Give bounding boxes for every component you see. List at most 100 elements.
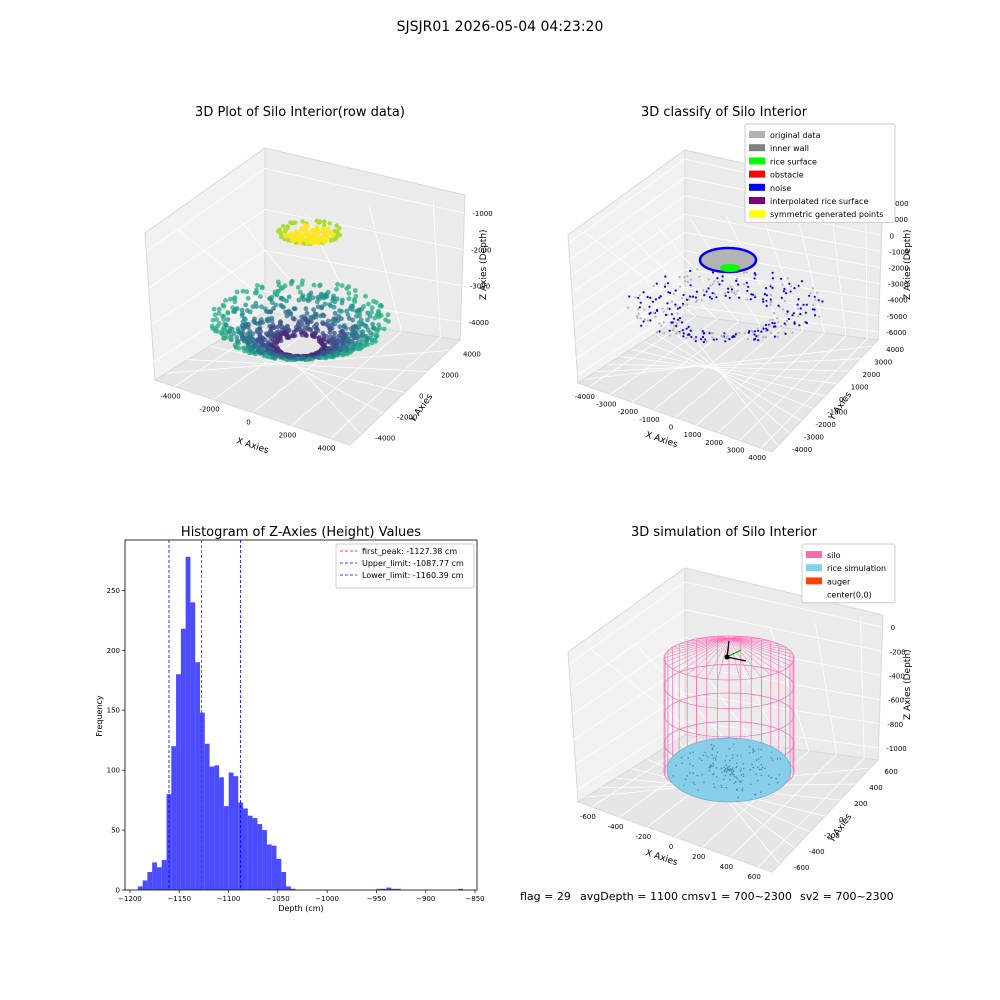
y-tick-label: 0 [839,816,843,824]
data-point [334,286,339,292]
grid-line-z-left [568,158,686,244]
data-point [330,352,336,358]
data-point [302,325,308,331]
rice-mesh-point [722,778,725,781]
data-point [675,322,679,325]
data-point [267,323,273,329]
grid-line-y [595,358,861,373]
data-point [362,323,368,328]
data-point [216,320,222,326]
data-point [337,324,343,330]
data-point [738,296,741,299]
data-point [752,331,755,334]
data-point [672,328,675,331]
legend-frame [335,543,475,589]
data-point [289,279,295,285]
data-point [685,303,689,306]
data-point [243,302,249,308]
data-point [639,317,642,320]
data-point [225,317,231,322]
rice-mesh-point [715,767,718,769]
scatter-points [209,218,391,363]
data-point [658,322,661,325]
data-point [652,284,655,287]
data-point [782,290,786,293]
x-axis-label: Depth (cm) [278,904,323,913]
data-point [680,321,684,324]
data-point [783,287,786,291]
data-point [649,311,652,314]
data-point [661,307,664,310]
data-point [786,310,789,313]
data-point [285,333,290,338]
data-point [747,331,750,334]
cap-point [327,221,333,226]
rice-mesh-point [689,752,691,754]
data-point [735,277,739,280]
data-point [670,321,673,324]
x-tick-label: −850 [465,895,484,903]
data-point [274,344,280,350]
data-point [319,346,324,352]
data-point [221,335,226,341]
histogram-bar [276,858,282,890]
grid-line-z-left [571,213,686,293]
grid-line-x-back [240,221,324,321]
data-point [332,330,337,336]
grid-line-y [583,345,873,380]
data-point [709,284,712,287]
data-point [309,352,315,358]
data-point [663,332,666,335]
data-point [805,303,808,306]
data-point [295,285,301,290]
data-point [655,331,658,334]
z-tick-label: 0 [891,624,895,632]
data-point [715,338,718,341]
data-point [713,280,716,283]
silo-roof-wire [664,637,730,663]
grid-line-z [684,287,879,317]
grid-line-y [655,333,802,422]
histogram-bar [204,743,210,890]
histogram-bar [219,777,224,890]
data-point [322,350,327,356]
data-point [315,350,321,356]
x-axis-label: X Axies [644,430,679,450]
rice-mesh-point [686,775,688,777]
x-tick-label: 1000 [684,431,702,439]
z-tick-label: 0 [890,232,894,240]
rice-mesh-point [731,772,734,775]
data-point [643,318,647,321]
rice-mesh-point [736,765,738,768]
y-tick-label: 200 [107,647,120,655]
rice-mesh-point [752,748,754,750]
data-point [711,336,714,339]
data-point [666,307,669,310]
data-point [316,336,322,341]
histogram-bar [171,746,177,890]
legend-label: center(0,0) [827,591,872,600]
y-tick-label: -200 [824,832,840,840]
rice-mesh-point [675,764,678,767]
data-point [674,332,678,335]
data-point [798,324,801,327]
data-point [352,342,358,348]
data-point [264,309,269,314]
data-point [723,333,726,336]
data-point [231,309,236,314]
data-point [664,313,668,317]
data-point [367,335,373,341]
cap-point [310,228,315,234]
data-point [658,330,661,333]
data-point [679,285,682,288]
rice-mesh-point [704,751,706,754]
data-point [682,293,685,297]
data-point [754,337,757,341]
data-point [738,332,741,335]
data-point [704,338,707,341]
histogram-bar [223,806,229,890]
data-point [363,293,368,299]
data-point [231,296,237,301]
silo-wireframe [663,635,795,803]
data-point [748,330,751,333]
